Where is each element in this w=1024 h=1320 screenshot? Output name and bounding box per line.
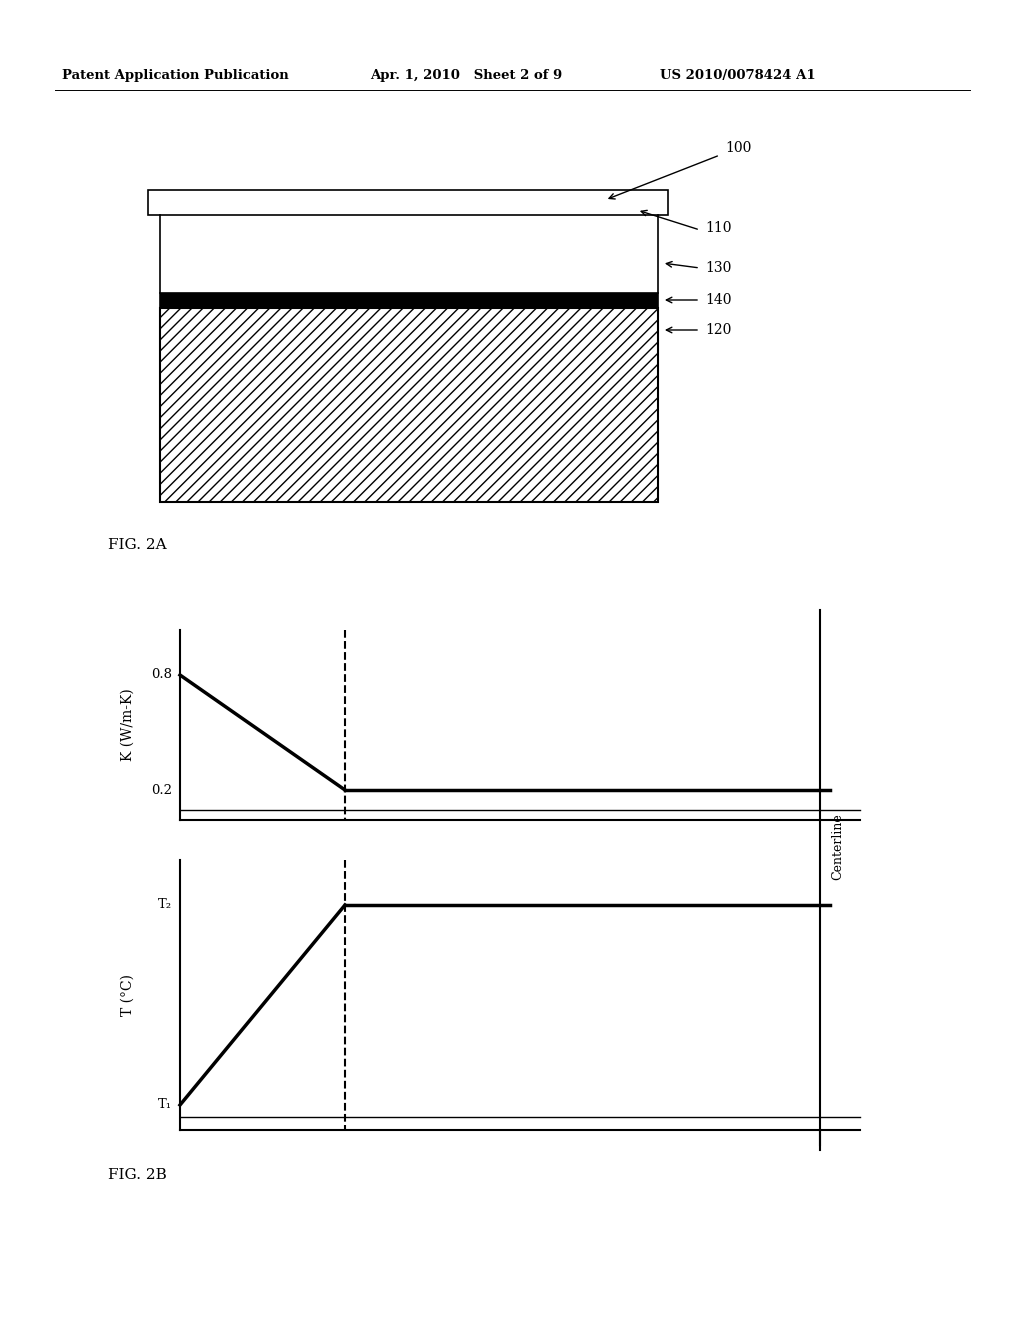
Text: 0.8: 0.8	[151, 668, 172, 681]
Bar	[160, 293, 658, 308]
Text: Apr. 1, 2010   Sheet 2 of 9: Apr. 1, 2010 Sheet 2 of 9	[370, 69, 562, 82]
Text: US 2010/0078424 A1: US 2010/0078424 A1	[660, 69, 816, 82]
Text: Patent Application Publication: Patent Application Publication	[62, 69, 289, 82]
Text: T₁: T₁	[158, 1098, 172, 1111]
Text: T (°C): T (°C)	[121, 974, 135, 1016]
Text: 120: 120	[705, 323, 731, 337]
Text: Centerline: Centerline	[831, 813, 845, 880]
Text: 0.2: 0.2	[151, 784, 172, 796]
Text: FIG. 2A: FIG. 2A	[108, 539, 167, 552]
Text: 140: 140	[705, 293, 731, 308]
Text: 100: 100	[725, 141, 752, 154]
Text: T₂: T₂	[158, 899, 172, 912]
Bar	[148, 190, 668, 215]
Bar	[160, 308, 658, 502]
Bar	[160, 308, 658, 502]
Text: K (W/m-K): K (W/m-K)	[121, 689, 135, 762]
Text: 110: 110	[705, 220, 731, 235]
Text: 130: 130	[705, 261, 731, 275]
Text: FIG. 2B: FIG. 2B	[108, 1168, 167, 1181]
